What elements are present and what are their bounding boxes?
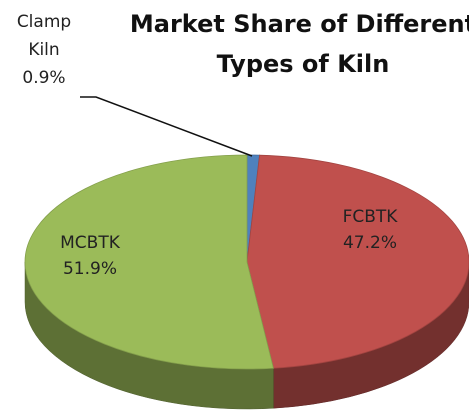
value-label: 47.2% bbox=[342, 233, 397, 253]
slice bbox=[24, 154, 274, 370]
category-label: MCBTK bbox=[60, 233, 120, 253]
category-label: FCBTK bbox=[342, 207, 398, 227]
label-group: Clamp Kiln 0.9% bbox=[4, 8, 84, 92]
label-group: FCBTK 47.2% bbox=[320, 204, 420, 256]
category-label: Clamp Kiln bbox=[16, 12, 72, 60]
leader-line bbox=[80, 96, 253, 157]
value-label: 0.9% bbox=[22, 68, 66, 88]
pie-tops bbox=[24, 154, 469, 370]
chart-title: Market Share of Different Types of Kiln bbox=[129, 10, 469, 78]
label-group: MCBTK 51.9% bbox=[40, 230, 140, 282]
value-label: 51.9% bbox=[62, 259, 117, 279]
